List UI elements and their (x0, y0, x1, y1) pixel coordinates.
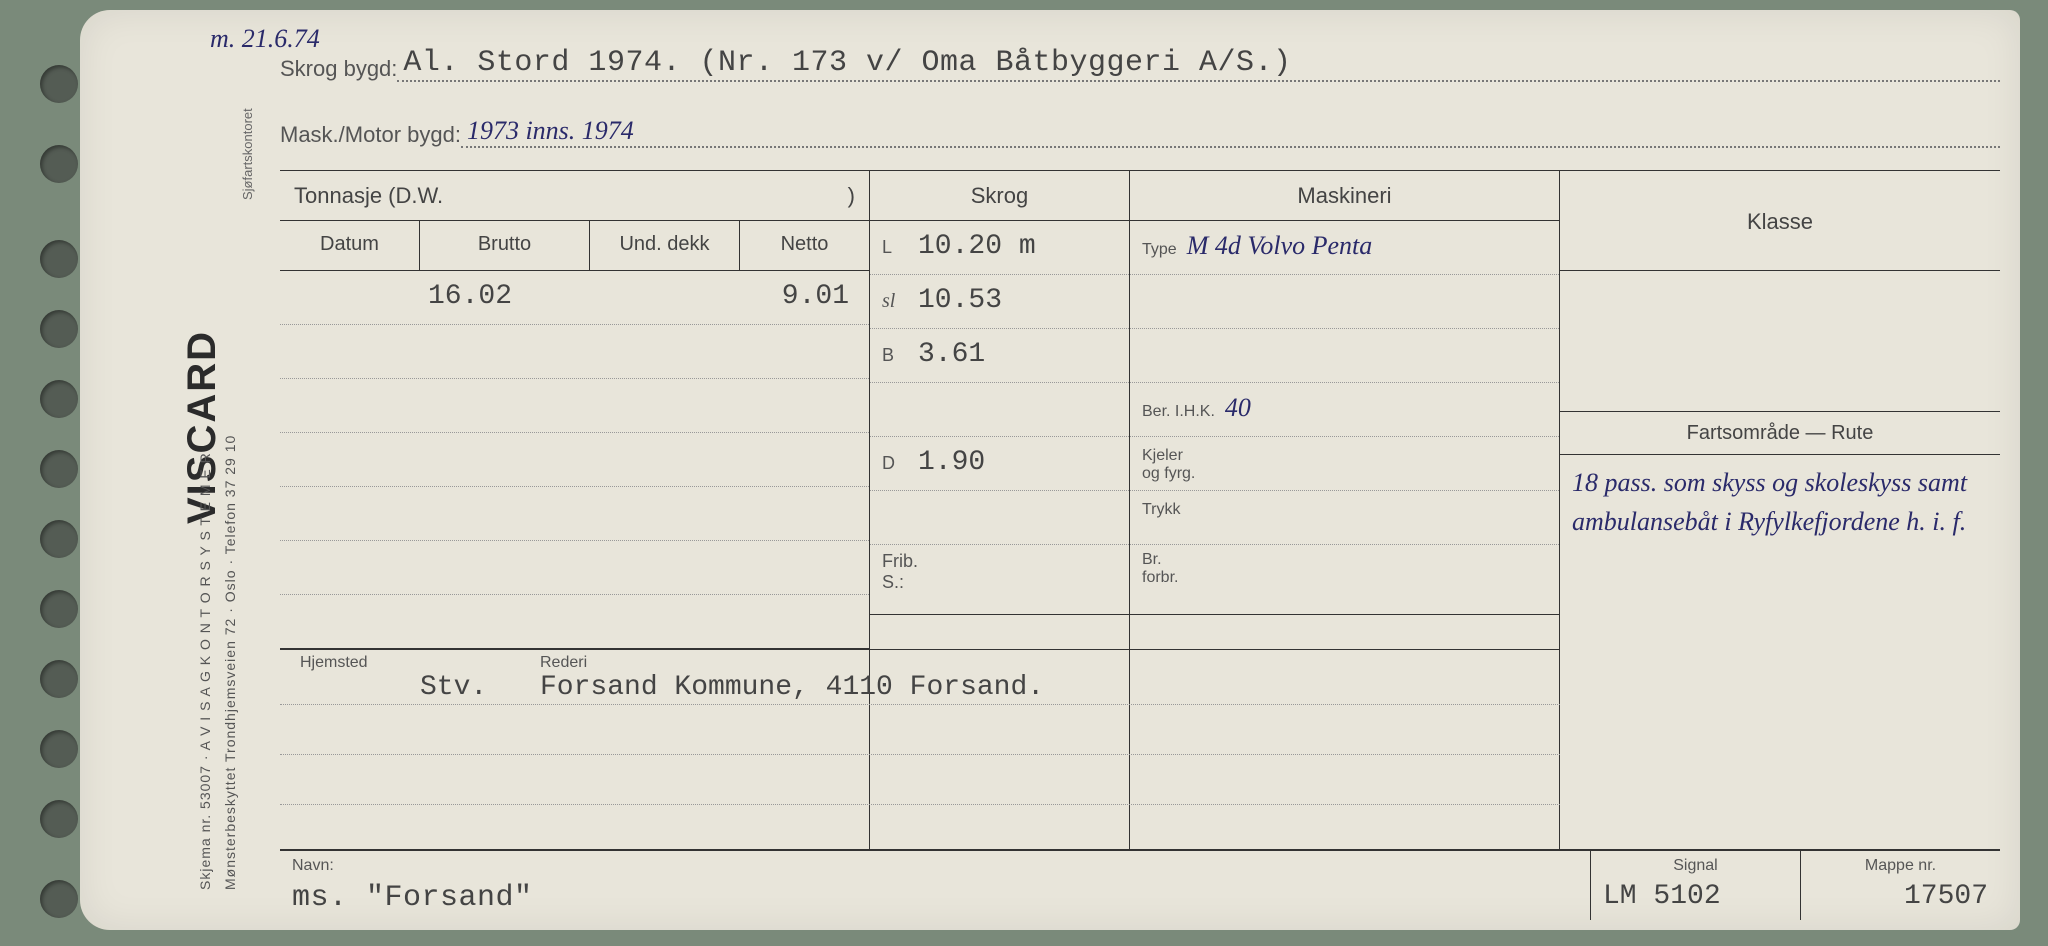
datum-header: Datum (280, 221, 420, 270)
skrog-sl-row: sl 10.53 (870, 275, 1129, 329)
skrog-B-value: 3.61 (918, 339, 985, 370)
kjel-label-2: og fyrg. (1142, 465, 1547, 483)
punch-hole (40, 240, 78, 278)
mask-bygd-label: Mask./Motor bygd: (280, 122, 461, 148)
skrog-D-value: 1.90 (918, 447, 985, 478)
mappe-label: Mappe nr. (1813, 857, 1988, 875)
tonnasje-header: Tonnasje (D.W. ) (280, 171, 869, 221)
punch-hole (40, 590, 78, 628)
skrog-bygd-value: Al. Stord 1974. (Nr. 173 v/ Oma Båtbygge… (403, 46, 1291, 80)
hjemsted-label: Hjemsted (300, 654, 368, 672)
tonnasje-row-1: 16.02 9.01 (280, 271, 869, 325)
mask-ihk-row: Ber. I.H.K. 40 (1130, 383, 1559, 437)
navn-cell: Navn: ms. "Forsand" (280, 851, 1590, 920)
imprint-line-2: Mønsterbeskyttet Trondhjemsveien 72 · Os… (222, 435, 238, 890)
skrog-L-row: L 10.20 m (870, 221, 1129, 275)
navn-label: Navn: (292, 857, 1578, 875)
skrog-header: Skrog (870, 171, 1129, 221)
skrog-sl-label: sl (882, 290, 910, 313)
mask-empty-1 (1130, 275, 1559, 329)
s-label: S.: (882, 572, 904, 593)
skrog-B-row: B 3.61 (870, 329, 1129, 383)
mappe-cell: Mappe nr. 17507 (1800, 851, 2000, 920)
tonnasje-row-2 (280, 325, 869, 379)
mask-trykk-row: Trykk (1130, 491, 1559, 545)
navn-value: ms. "Forsand" (292, 881, 1578, 915)
card-content: m. 21.6.74 Skrog bygd: Al. Stord 1974. (… (280, 30, 2000, 920)
sjofart-label: Sjøfartskontoret (240, 60, 255, 200)
ihk-label: Ber. I.H.K. (1142, 403, 1215, 421)
tonnasje-label: Tonnasje (D.W. (294, 183, 443, 209)
mask-bygd-row: Mask./Motor bygd: 1973 inns. 1974 (280, 96, 2000, 148)
br-label: Br. (1142, 551, 1547, 569)
main-grid: Tonnasje (D.W. ) Datum Brutto Und. dekk … (280, 170, 2000, 850)
forbr-label: forbr. (1142, 569, 1547, 587)
skrog-empty-row (870, 383, 1129, 437)
punch-hole (40, 450, 78, 488)
signal-label: Signal (1603, 857, 1788, 875)
signal-value: LM 5102 (1603, 881, 1788, 912)
punch-hole (40, 730, 78, 768)
skrog-L-label: L (882, 237, 910, 258)
punch-hole (40, 520, 78, 558)
rute-box: Fartsområde — Rute 18 pass. som skyss og… (1560, 411, 2000, 645)
netto-header: Netto (740, 221, 869, 270)
maskineri-header: Maskineri (1130, 171, 1559, 221)
skrog-frib-row: Frib. S.: (870, 545, 1129, 615)
skrog-D-label: D (882, 453, 910, 474)
klasse-header: Klasse (1560, 171, 2000, 271)
rute-header: Fartsområde — Rute (1560, 411, 2000, 455)
divider (461, 146, 2000, 148)
mask-empty-2 (1130, 329, 1559, 383)
punch-hole (40, 310, 78, 348)
mask-kjel-row: Kjeler og fyrg. (1130, 437, 1559, 491)
mask-bygd-value: 1973 inns. 1974 (467, 116, 634, 146)
index-card: VISCARD Skjema nr. 53007 · A V I S A G K… (80, 10, 2020, 930)
mask-type-value: M 4d Volvo Penta (1187, 231, 1373, 261)
tonnasje-row-3 (280, 379, 869, 433)
skrog-empty-row-2 (870, 491, 1129, 545)
tonnasje-paren: ) (848, 183, 855, 209)
punch-hole (40, 145, 78, 183)
mask-br-row: Br. forbr. (1130, 545, 1559, 615)
tonnasje-row-7 (280, 595, 869, 649)
mask-type-row: Type M 4d Volvo Penta (1130, 221, 1559, 275)
divider (397, 80, 2000, 82)
punch-hole (40, 800, 78, 838)
mask-type-label: Type (1142, 241, 1177, 259)
rederi-label: Rederi (540, 654, 587, 672)
ihk-value: 40 (1225, 393, 1251, 423)
skrog-bygd-row: Skrog bygd: Al. Stord 1974. (Nr. 173 v/ … (280, 30, 2000, 82)
punch-hole (40, 660, 78, 698)
signal-cell: Signal LM 5102 (1590, 851, 1800, 920)
skrog-bygd-label: Skrog bygd: (280, 56, 397, 82)
tonnasje-row-6 (280, 541, 869, 595)
skrog-B-label: B (882, 345, 910, 366)
brutto-value: 16.02 (420, 271, 590, 324)
punch-hole (40, 880, 78, 918)
mappe-value: 17507 (1813, 881, 1988, 912)
netto-value: 9.01 (740, 271, 869, 324)
hjemsted-box: Hjemsted Rederi Stv. Forsand Kommune, 41… (280, 649, 1560, 849)
brutto-header: Brutto (420, 221, 590, 270)
kjel-label-1: Kjeler (1142, 447, 1547, 465)
tonnasje-row-5 (280, 487, 869, 541)
rute-text: 18 pass. som skyss og skoleskyss samt am… (1560, 455, 2000, 549)
trykk-label: Trykk (1142, 501, 1547, 519)
tonnasje-row-4 (280, 433, 869, 487)
imprint-line-1: Skjema nr. 53007 · A V I S A G K O N T O… (197, 452, 213, 890)
rederi-value: Forsand Kommune, 4110 Forsand. (540, 672, 1044, 703)
punch-hole (40, 380, 78, 418)
punch-hole (40, 65, 78, 103)
hjemsted-value: Stv. (420, 672, 487, 703)
skrog-L-value: 10.20 m (918, 231, 1036, 262)
skrog-sl-value: 10.53 (918, 285, 1002, 316)
bottom-bar: Navn: ms. "Forsand" Signal LM 5102 Mappe… (280, 850, 2000, 920)
frib-label: Frib. (882, 551, 918, 572)
skrog-D-row: D 1.90 (870, 437, 1129, 491)
und-header: Und. dekk (590, 221, 740, 270)
tonnasje-subheader: Datum Brutto Und. dekk Netto (280, 221, 869, 271)
